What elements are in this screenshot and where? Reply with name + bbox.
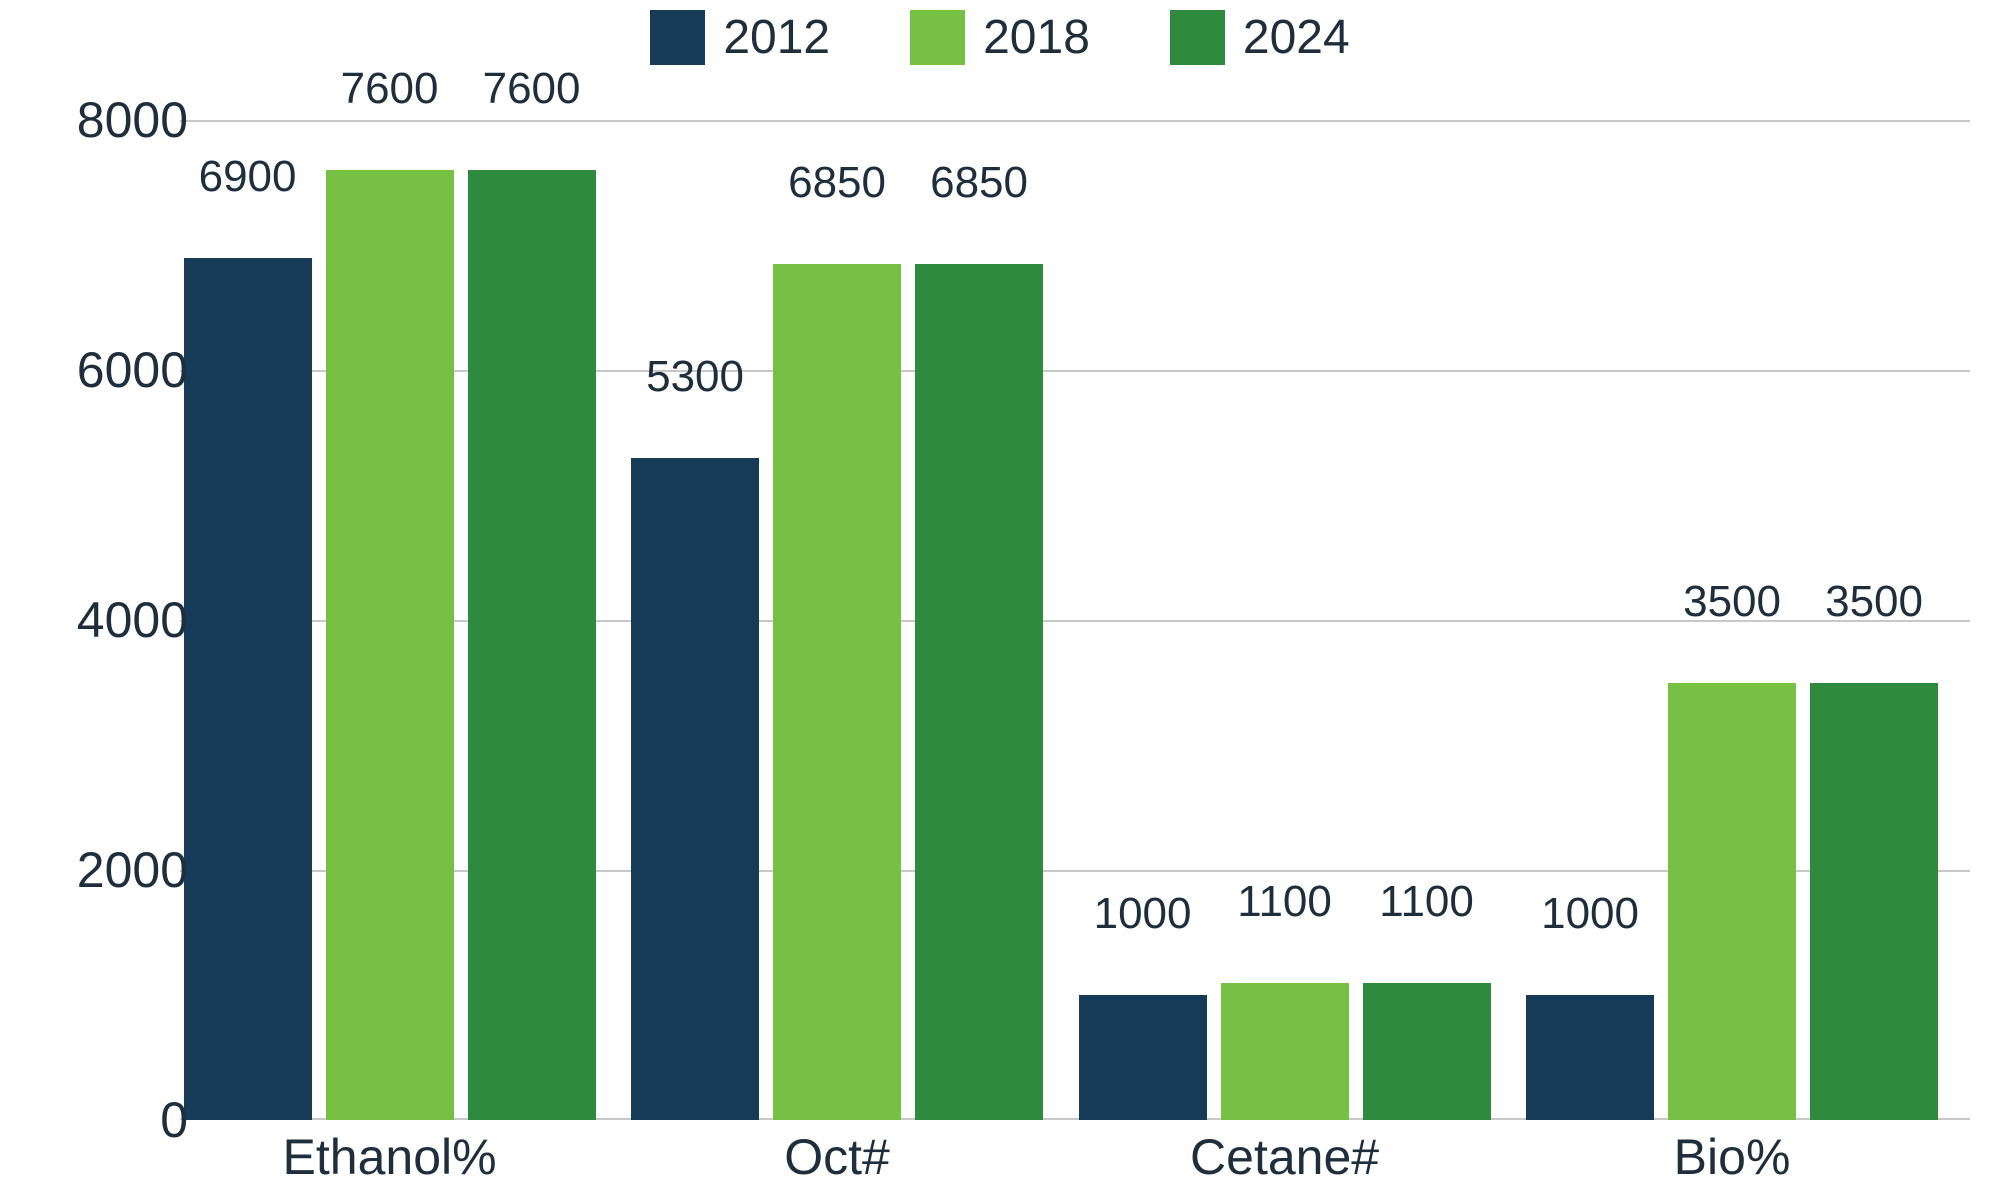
bar-value-label: 7600 [483, 64, 581, 114]
legend-label: 2024 [1243, 10, 1350, 65]
bar [1363, 983, 1491, 1121]
x-tick-label: Cetane# [1190, 1128, 1379, 1186]
legend-item: 2018 [910, 10, 1090, 65]
y-tick-label: 2000 [28, 841, 188, 899]
legend: 2012 2018 2024 [0, 10, 2000, 65]
legend-label: 2018 [983, 10, 1090, 65]
plot-area: 6900760076005300685068501000110011001000… [180, 120, 1970, 1120]
bar-value-label: 5300 [646, 352, 744, 402]
bar-value-label: 7600 [341, 64, 439, 114]
bar-value-label: 1100 [1379, 877, 1474, 927]
bar [773, 264, 901, 1120]
legend-item: 2024 [1170, 10, 1350, 65]
bar [1079, 995, 1207, 1120]
legend-swatch [650, 10, 705, 65]
bar [1526, 995, 1654, 1120]
bar [326, 170, 454, 1120]
x-tick-label: Bio% [1674, 1128, 1791, 1186]
bar-value-label: 6900 [199, 152, 297, 202]
bar-value-label: 1000 [1094, 889, 1192, 939]
bar [915, 264, 1043, 1120]
bar-value-label: 1000 [1541, 889, 1639, 939]
bar [1810, 683, 1938, 1121]
y-tick-label: 6000 [28, 341, 188, 399]
bar-chart: 2012 2018 2024 6900 7600 7600 5300 6850 6850 100… [0, 0, 2000, 1200]
legend-swatch [1170, 10, 1225, 65]
bar-value-label: 3500 [1683, 577, 1781, 627]
y-tick-label: 4000 [28, 591, 188, 649]
legend-label: 2012 [723, 10, 830, 65]
y-tick-label: 8000 [28, 91, 188, 149]
y-tick-label: 0 [28, 1091, 188, 1149]
bar-value-label: 6850 [788, 158, 886, 208]
bar [468, 170, 596, 1120]
x-tick-label: Oct# [784, 1128, 890, 1186]
bar [631, 458, 759, 1121]
bar [1221, 983, 1349, 1121]
bar [184, 258, 312, 1121]
bar-value-label: 1100 [1237, 877, 1332, 927]
legend-item: 2012 [650, 10, 830, 65]
bar-value-label: 6850 [930, 158, 1028, 208]
bar-value-label: 3500 [1825, 577, 1923, 627]
legend-swatch [910, 10, 965, 65]
grid-line [180, 120, 1970, 122]
bar [1668, 683, 1796, 1121]
x-tick-label: Ethanol% [283, 1128, 497, 1186]
